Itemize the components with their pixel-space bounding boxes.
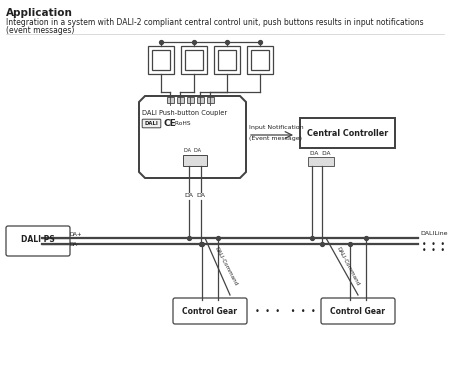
Text: DA  DA: DA DA (310, 151, 330, 156)
Text: Control Gear: Control Gear (330, 307, 386, 315)
FancyBboxPatch shape (207, 97, 213, 103)
FancyBboxPatch shape (148, 46, 174, 74)
Text: (event messages): (event messages) (6, 26, 74, 35)
Text: •  •  •: • • • (422, 240, 445, 249)
Text: DA  DA: DA DA (184, 148, 201, 153)
Text: Input Notification: Input Notification (249, 125, 304, 130)
FancyBboxPatch shape (185, 50, 203, 70)
Text: DA: DA (184, 193, 194, 198)
Text: Integration in a system with DALI-2 compliant central control unit, push buttons: Integration in a system with DALI-2 comp… (6, 18, 423, 27)
Text: Application: Application (6, 8, 73, 18)
Text: •  •  •    •  •  •: • • • • • • (255, 307, 315, 315)
Text: DA+: DA+ (70, 231, 83, 236)
Text: DALI Push-button Coupler: DALI Push-button Coupler (142, 110, 227, 116)
Text: •  •  •: • • • (422, 246, 445, 255)
FancyBboxPatch shape (183, 155, 207, 166)
FancyBboxPatch shape (308, 157, 334, 166)
Text: DALI: DALI (144, 121, 158, 126)
FancyBboxPatch shape (197, 97, 203, 103)
Text: Control Gear: Control Gear (183, 307, 238, 315)
FancyBboxPatch shape (251, 50, 269, 70)
FancyBboxPatch shape (6, 226, 70, 256)
FancyBboxPatch shape (176, 97, 184, 103)
FancyBboxPatch shape (166, 97, 174, 103)
Text: CE: CE (164, 119, 177, 128)
FancyBboxPatch shape (173, 298, 247, 324)
Text: DALI-Command: DALI-Command (336, 246, 360, 287)
Text: DA: DA (197, 193, 206, 198)
Text: Central Controller: Central Controller (307, 128, 388, 138)
FancyBboxPatch shape (321, 298, 395, 324)
FancyBboxPatch shape (300, 118, 395, 148)
FancyBboxPatch shape (247, 46, 273, 74)
Text: DALI PS: DALI PS (21, 236, 55, 244)
FancyBboxPatch shape (181, 46, 207, 74)
Text: DALILine: DALILine (420, 231, 447, 236)
FancyBboxPatch shape (142, 119, 161, 128)
Polygon shape (139, 96, 246, 178)
FancyBboxPatch shape (152, 50, 170, 70)
Text: RoHS: RoHS (173, 121, 191, 126)
Text: (Event message): (Event message) (249, 136, 302, 141)
FancyBboxPatch shape (214, 46, 240, 74)
FancyBboxPatch shape (218, 50, 236, 70)
Text: DALI-Command: DALI-Command (213, 246, 238, 287)
Text: DA-: DA- (70, 242, 80, 247)
FancyBboxPatch shape (186, 97, 194, 103)
